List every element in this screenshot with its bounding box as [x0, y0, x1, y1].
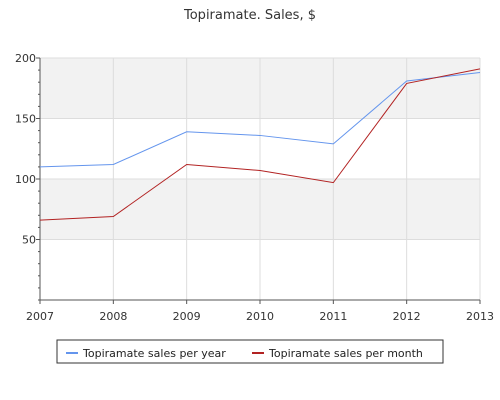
chart-title: Topiramate. Sales, $: [183, 8, 316, 23]
x-tick-label: 2012: [393, 310, 421, 323]
x-tick-label: 2007: [26, 310, 54, 323]
x-tick-label: 2011: [319, 310, 347, 323]
y-tick-label: 100: [15, 173, 36, 186]
x-tick-label: 2008: [99, 310, 127, 323]
y-tick-label: 50: [22, 234, 36, 247]
series-line-1: [39, 72, 481, 168]
y-tick-label: 200: [15, 52, 36, 65]
y-tick-label: 150: [15, 113, 36, 126]
y-axis-ticks: 50 100 150 200: [15, 52, 40, 301]
series-line-2: [39, 68, 481, 221]
x-tick-label: 2013: [466, 310, 494, 323]
legend-label-1: Topiramate sales per year: [82, 347, 226, 360]
series-lines: [39, 68, 481, 221]
legend-label-2: Topiramate sales per month: [268, 347, 423, 360]
x-tick-label: 2009: [173, 310, 201, 323]
legend-box: [56, 339, 444, 364]
x-axis-ticks: 2007 2008 2009 2010 2011 2012 2013: [26, 300, 494, 323]
legend: Topiramate sales per year Topiramate sale…: [56, 339, 444, 364]
x-tick-label: 2010: [246, 310, 274, 323]
